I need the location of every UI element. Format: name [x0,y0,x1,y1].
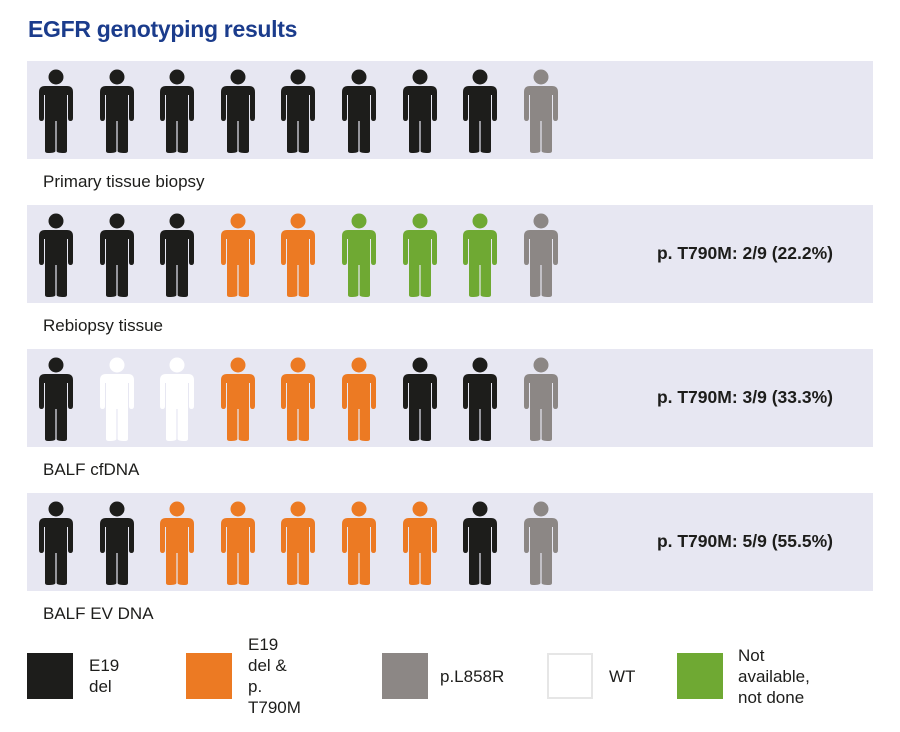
person-icon-na [402,213,437,297]
patient-figure [99,69,134,153]
patient-figure [281,213,316,297]
row-band-primary-tissue-biopsy [27,61,873,159]
patient-figure [281,357,316,441]
patient-figure [39,501,73,585]
person-icon-e19del-t790m [220,501,255,585]
patient-figure [463,357,498,441]
patient-figure [342,69,376,153]
person-icon-e19del-t790m [402,501,437,585]
row-stat: p. T790M: 3/9 (33.3%) [656,387,833,407]
person-icon-wt [160,357,195,441]
row-label-balf-cfdna: BALF cfDNA [43,460,140,479]
person-icon-e19del [160,213,195,297]
person-icon-e19del-t790m [220,213,255,297]
patient-figure [402,357,437,441]
person-icon-e19del-t790m [342,501,376,585]
person-icon-e19del-t790m [281,501,316,585]
patient-figure [342,357,376,441]
patient-figure [220,501,255,585]
patient-figure [39,69,73,153]
legend: E19 del E19 del & p. T790M p.L858R WT No… [27,635,887,717]
person-icon-e19del [39,69,73,153]
patient-figure [160,357,195,441]
person-icon-l858r [523,501,558,585]
patient-figure [402,69,437,153]
legend-swatch [677,653,723,699]
patient-figure [523,501,558,585]
person-icon-e19del-t790m [220,357,255,441]
row-stat: p. T790M: 5/9 (55.5%) [656,531,833,551]
legend-swatch [547,653,593,699]
row-band-balf-ev-dna: p. T790M: 5/9 (55.5%) [27,493,873,591]
person-icon-e19del [99,501,134,585]
chart-title: EGFR genotyping results [28,16,298,42]
legend-swatch [382,653,428,699]
person-icon-na [342,213,376,297]
person-icon-l858r [523,213,558,297]
patient-figure [99,501,134,585]
legend-label: E19 del [89,656,120,696]
patient-figure [99,357,134,441]
person-icon-l858r [523,69,558,153]
legend-label: Not available, not done [738,645,810,707]
row-stat: p. T790M: 2/9 (22.2%) [656,243,833,263]
patient-figure [523,69,558,153]
row-label-primary-tissue-biopsy: Primary tissue biopsy [43,172,205,191]
person-icon-e19del [281,69,316,153]
legend-label: p.L858R [440,666,505,686]
person-icon-e19del [402,69,437,153]
person-icon-e19del [99,213,134,297]
person-icon-e19del-t790m [281,357,316,441]
patient-figure [463,69,498,153]
legend-swatch [27,653,73,699]
patient-figure [39,213,73,297]
person-icon-e19del [220,69,255,153]
person-icon-l858r [523,357,558,441]
person-icon-na [463,213,498,297]
person-icon-e19del-t790m [281,213,316,297]
legend-label: E19 del & p. T790M [248,635,301,717]
row-band-rebiopsy-tissue: p. T790M: 2/9 (22.2%) [27,205,873,303]
patient-figure [342,213,376,297]
patient-figure [220,357,255,441]
patient-figure [463,213,498,297]
person-icon-e19del [342,69,376,153]
patient-figure [523,213,558,297]
patient-figure [99,213,134,297]
patient-figure [160,69,195,153]
row-label-balf-ev-dna: BALF EV DNA [43,604,154,623]
patient-figure [160,213,195,297]
person-icon-e19del [160,69,195,153]
patient-figure [39,357,73,441]
patient-figure [281,69,316,153]
person-icon-e19del [39,357,73,441]
patient-figure [342,501,376,585]
person-icon-e19del [39,213,73,297]
patient-figure [281,501,316,585]
person-icon-e19del-t790m [342,357,376,441]
person-icon-e19del [463,357,498,441]
patient-figure [463,501,498,585]
patient-figure [402,501,437,585]
legend-label: WT [609,666,636,686]
row-band-balf-cfdna: p. T790M: 3/9 (33.3%) [27,349,873,447]
person-icon-e19del [39,501,73,585]
row-label-rebiopsy-tissue: Rebiopsy tissue [43,316,164,335]
person-icon-wt [99,357,134,441]
patient-figure [160,501,195,585]
patient-figure [220,69,255,153]
person-icon-e19del-t790m [160,501,195,585]
patient-figure [220,213,255,297]
person-icon-e19del [402,357,437,441]
legend-swatch [186,653,232,699]
patient-figure [402,213,437,297]
patient-figure [523,357,558,441]
person-icon-e19del [99,69,134,153]
person-icon-e19del [463,69,498,153]
person-icon-e19del [463,501,498,585]
